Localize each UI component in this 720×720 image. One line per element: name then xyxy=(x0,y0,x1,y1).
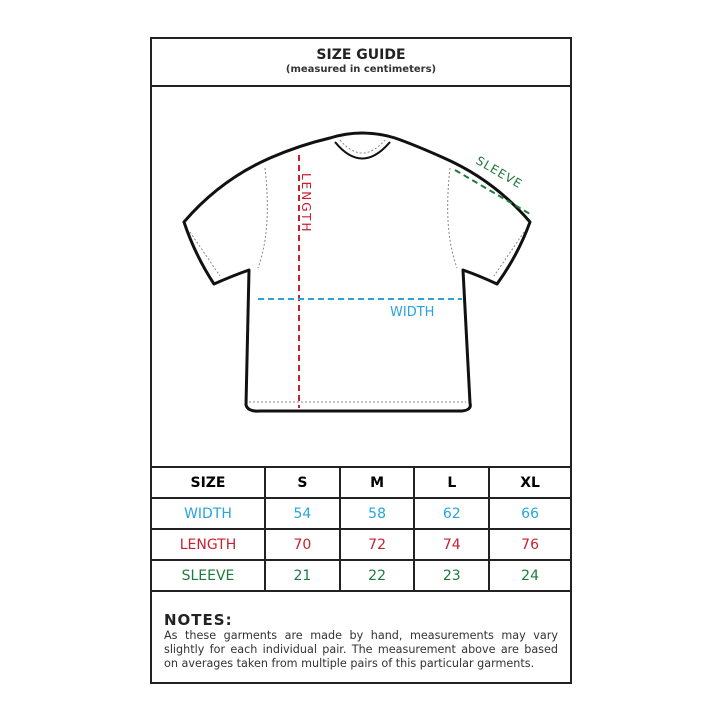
cell: 70 xyxy=(264,528,341,561)
title: SIZE GUIDE xyxy=(316,47,406,63)
tshirt-outline xyxy=(182,131,532,413)
cell: 74 xyxy=(413,528,491,561)
notes-title: NOTES: xyxy=(164,611,233,629)
length-label: LENGTH xyxy=(299,173,313,233)
cell: 21 xyxy=(264,559,341,592)
table-row: SLEEVE 21 22 23 24 xyxy=(150,559,572,592)
table-header-row: SIZE S M L XL xyxy=(150,466,572,499)
cell: 62 xyxy=(413,497,491,530)
table-row: WIDTH 54 58 62 66 xyxy=(150,497,572,530)
cell: 72 xyxy=(338,528,416,561)
row-label: WIDTH xyxy=(150,497,266,530)
header-cell: S xyxy=(264,466,341,499)
header-cell: L xyxy=(413,466,491,499)
cell: 58 xyxy=(338,497,416,530)
header-cell: XL xyxy=(488,466,572,499)
header-cell: M xyxy=(338,466,416,499)
cell: 22 xyxy=(338,559,416,592)
table-row: LENGTH 70 72 74 76 xyxy=(150,528,572,561)
header-cell: SIZE xyxy=(150,466,266,499)
row-label: SLEEVE xyxy=(150,559,266,592)
notes-body: As these garments are made by hand, meas… xyxy=(164,629,558,670)
notes: NOTES: As these garments are made by han… xyxy=(164,611,558,671)
cell: 66 xyxy=(488,497,572,530)
subtitle: (measured in centimeters) xyxy=(285,64,437,75)
cell: 76 xyxy=(488,528,572,561)
header: SIZE GUIDE (measured in centimeters) xyxy=(152,39,570,87)
size-table: SIZE S M L XL WIDTH 54 58 62 66 LENGTH 7… xyxy=(150,466,572,592)
size-guide-card: SIZE GUIDE (measured in centimeters) SIZ… xyxy=(150,37,572,684)
sleeve-line xyxy=(454,169,531,215)
cell: 24 xyxy=(488,559,572,592)
row-label: LENGTH xyxy=(150,528,266,561)
width-label: WIDTH xyxy=(390,305,434,320)
cell: 54 xyxy=(264,497,341,530)
cell: 23 xyxy=(413,559,491,592)
